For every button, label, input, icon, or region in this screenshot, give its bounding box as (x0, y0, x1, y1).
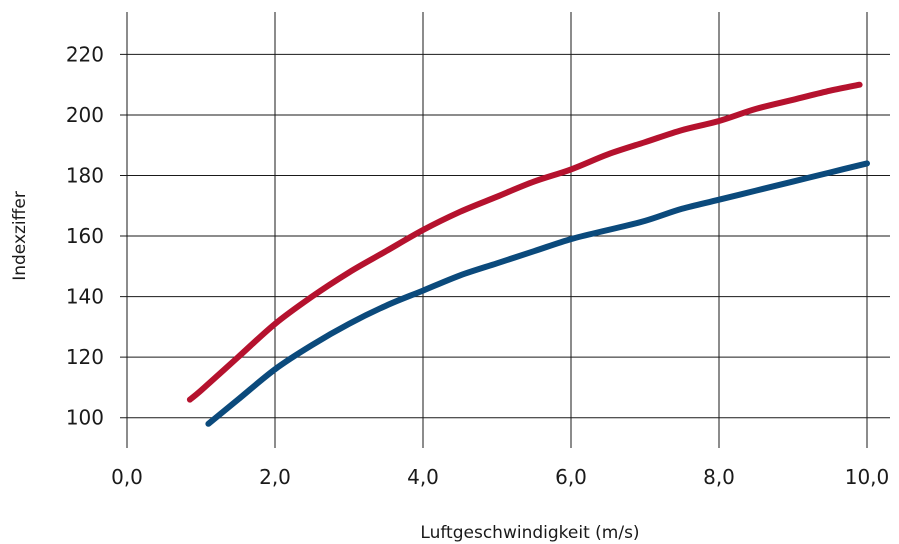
y-tick-label: 120 (66, 345, 104, 369)
horizontal-gridlines (120, 53, 890, 419)
blue-series-line (205, 160, 870, 427)
red-series-line (186, 81, 863, 403)
x-tick-label: 0,0 (111, 465, 143, 489)
x-tick-label: 4,0 (407, 465, 439, 489)
y-tick-label: 160 (66, 224, 104, 248)
y-tick-label: 200 (66, 103, 104, 127)
y-tick-labels: 100 120 140 160 180 200 220 (66, 42, 104, 429)
y-tick-label: 180 (66, 164, 104, 188)
x-tick-label: 10,0 (845, 465, 890, 489)
x-tick-labels: 0,0 2,0 4,0 6,0 8,0 10,0 (111, 465, 889, 489)
series-lines (186, 81, 870, 427)
y-tick-label: 220 (66, 42, 104, 66)
y-tick-label: 140 (66, 285, 104, 309)
x-tick-label: 2,0 (259, 465, 291, 489)
x-tick-label: 8,0 (703, 465, 735, 489)
x-tick-label: 6,0 (555, 465, 587, 489)
y-tick-label: 100 (66, 406, 104, 430)
vertical-gridlines (126, 12, 868, 448)
y-axis-label: Indexziffer (10, 191, 30, 281)
x-axis-label: Luftgeschwindigkeit (m/s) (420, 523, 639, 543)
